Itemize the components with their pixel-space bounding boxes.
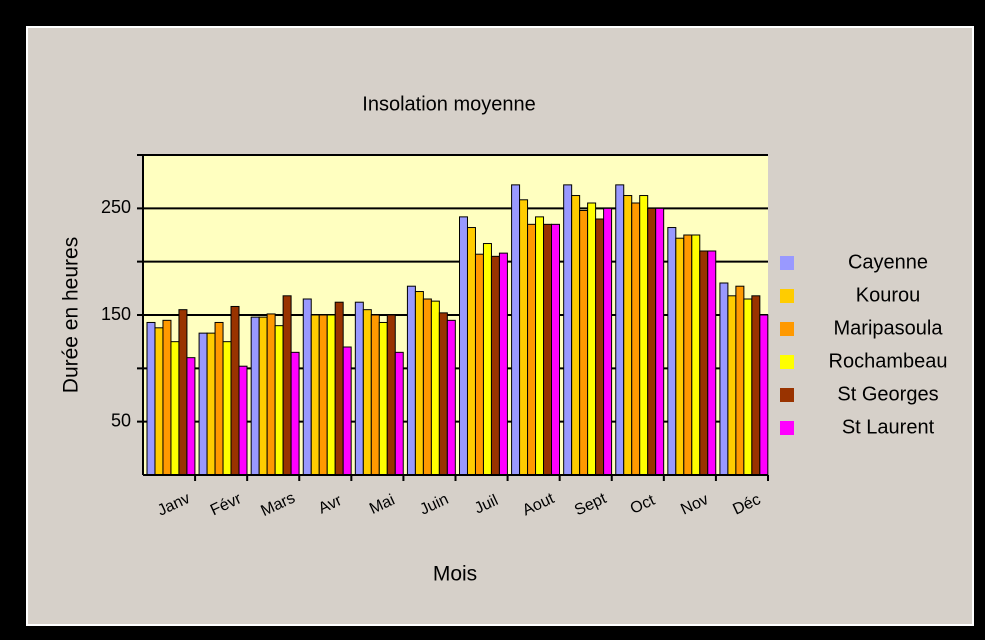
bar [238, 365, 248, 476]
bar [154, 327, 164, 476]
bar [214, 321, 224, 476]
bar [250, 316, 260, 476]
bar [490, 255, 500, 476]
bar [667, 227, 677, 476]
bar [318, 314, 328, 476]
bar [743, 298, 753, 476]
bar [290, 351, 300, 476]
legend-label: St Georges [837, 383, 938, 405]
bar [266, 313, 276, 476]
bar [735, 285, 745, 476]
bar [146, 321, 156, 476]
bar [274, 325, 284, 476]
legend-label: St Laurent [842, 416, 935, 438]
bar [719, 282, 729, 476]
bar [727, 295, 737, 476]
bar [162, 319, 172, 476]
bar [603, 207, 613, 476]
legend-swatch [780, 322, 794, 336]
x-axis-label: Mois [433, 563, 477, 586]
legend-swatch [780, 289, 794, 303]
legend-label: Kourou [856, 284, 921, 306]
bar [587, 202, 597, 476]
bar [691, 234, 701, 476]
bar [647, 207, 657, 476]
bar [326, 314, 336, 476]
bar [170, 341, 180, 476]
bar [655, 207, 665, 476]
bar [362, 309, 372, 476]
bar [683, 234, 693, 476]
legend-label: Maripasoula [834, 317, 944, 339]
bar [178, 309, 188, 476]
bar [466, 227, 476, 476]
bar [198, 332, 208, 476]
bar [430, 300, 440, 476]
legend-swatch [780, 256, 794, 270]
bar [446, 319, 456, 476]
bar [438, 312, 448, 476]
bar [258, 316, 268, 476]
bar [422, 298, 432, 476]
bar [394, 351, 404, 476]
bar [699, 250, 709, 476]
bar [498, 252, 508, 476]
bar [334, 301, 344, 476]
bar [543, 223, 553, 476]
legend-swatch [780, 355, 794, 369]
y-tick-label: 50 [111, 410, 131, 430]
bar [414, 291, 424, 476]
bar [615, 184, 625, 476]
bar [675, 237, 685, 476]
bar [310, 314, 320, 476]
bar [186, 357, 196, 476]
bar [459, 216, 468, 476]
bar [571, 195, 581, 476]
bar [535, 216, 545, 476]
chart-title: Insolation moyenne [362, 93, 535, 115]
bar [707, 250, 717, 476]
bar [751, 295, 761, 476]
bar [527, 223, 537, 476]
bar [563, 184, 573, 476]
bar [639, 195, 649, 476]
legend-swatch [780, 388, 794, 402]
bar [370, 314, 380, 476]
bar [206, 332, 216, 476]
bar [551, 223, 561, 476]
bar [474, 253, 484, 476]
bar [302, 298, 312, 476]
legend-label: Cayenne [848, 251, 928, 273]
y-axis-label: Durée en heures [60, 237, 83, 393]
bar [354, 301, 364, 476]
bar [342, 346, 352, 476]
bar [230, 305, 240, 476]
bar [386, 314, 396, 476]
bar [282, 295, 292, 476]
bar [222, 341, 232, 476]
bar [511, 184, 521, 476]
bar [623, 195, 633, 476]
bar [378, 321, 388, 476]
bar [631, 202, 641, 476]
bar [595, 218, 605, 476]
bar [579, 209, 589, 476]
bar [759, 314, 769, 476]
bar [519, 199, 529, 476]
y-tick-label: 250 [101, 197, 131, 217]
bar [482, 243, 492, 476]
bar [406, 285, 416, 476]
legend-swatch [780, 421, 794, 435]
y-tick-label: 150 [101, 304, 131, 324]
legend-label: Rochambeau [829, 350, 948, 372]
